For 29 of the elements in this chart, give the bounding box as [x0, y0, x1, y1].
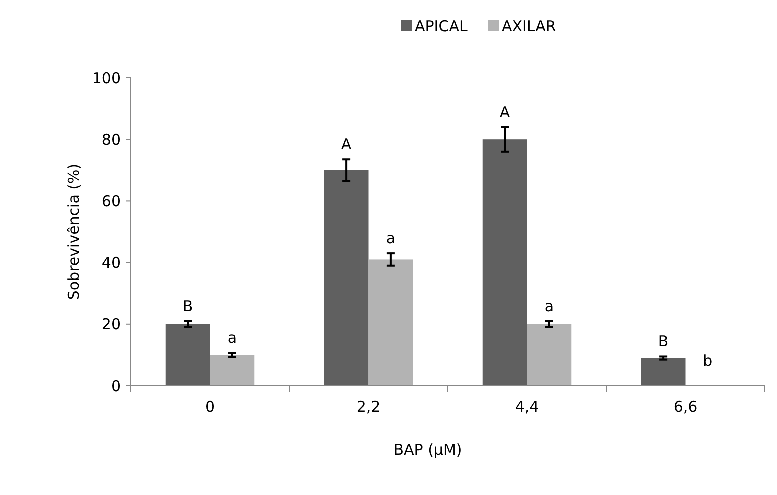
y-axis-title: Sobrevivência (%) [65, 164, 83, 300]
y-tick-label: 40 [102, 254, 121, 272]
annotation: A [500, 103, 511, 122]
y-tick-label: 0 [111, 377, 121, 396]
legend-label: APICAL [415, 17, 468, 36]
bar [527, 324, 572, 386]
bar [368, 260, 414, 386]
annotation: a [544, 297, 554, 316]
annotation: a [228, 329, 238, 348]
legend-label: AXILAR [502, 17, 556, 36]
annotation: B [182, 297, 194, 316]
bar [324, 170, 369, 386]
y-tick-label: 20 [102, 316, 121, 334]
y-tick-label: 60 [102, 192, 121, 210]
annotation: a [386, 230, 396, 248]
x-tick-label: 0 [205, 398, 216, 416]
y-tick-label: 100 [92, 69, 121, 88]
annotation: A [341, 136, 352, 154]
annotation: B [658, 332, 669, 351]
y-tick-label: 80 [102, 130, 121, 149]
bar [482, 140, 528, 386]
bar [210, 355, 255, 386]
bar [166, 324, 210, 386]
x-tick-label: 4,4 [515, 398, 540, 416]
bar [641, 358, 686, 386]
x-tick-label: 6,6 [674, 398, 698, 416]
x-tick-label: 2,2 [356, 398, 381, 416]
x-axis-title: BAP (µM) [394, 441, 462, 459]
annotation: b [703, 352, 713, 370]
